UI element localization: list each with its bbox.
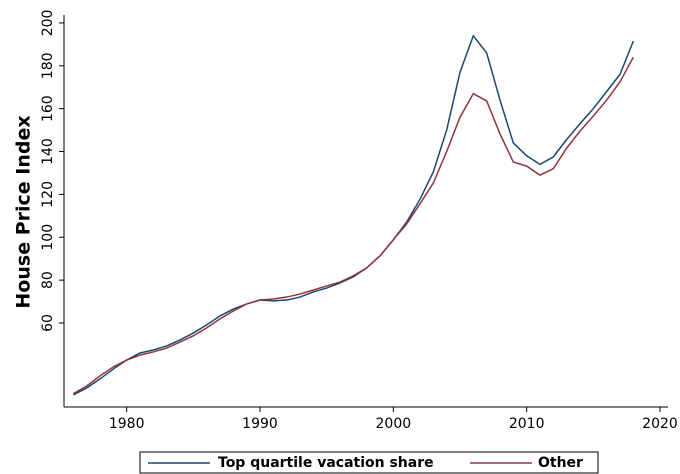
y-tick-label: 100 <box>40 224 56 251</box>
x-tick-label: 2010 <box>509 416 545 432</box>
x-tick-label: 1980 <box>109 416 145 432</box>
y-tick-label: 60 <box>40 314 56 332</box>
y-axis-label: House Price Index <box>13 115 35 308</box>
y-tick-label: 80 <box>40 271 56 289</box>
series-line <box>72 34 635 396</box>
y-tick-label: 140 <box>40 138 56 165</box>
series-line <box>72 56 634 395</box>
x-tick-label: 2020 <box>642 416 678 432</box>
legend-label: Top quartile vacation share <box>218 455 434 471</box>
y-tick-label: 200 <box>40 10 56 37</box>
y-tick-label: 160 <box>40 95 56 122</box>
legend-label: Other <box>538 455 583 471</box>
x-tick-label: 2000 <box>376 416 412 432</box>
y-tick-label: 120 <box>40 181 56 208</box>
legend-box <box>139 451 599 474</box>
x-tick-label: 1990 <box>242 416 278 432</box>
y-tick-label: 180 <box>40 52 56 79</box>
